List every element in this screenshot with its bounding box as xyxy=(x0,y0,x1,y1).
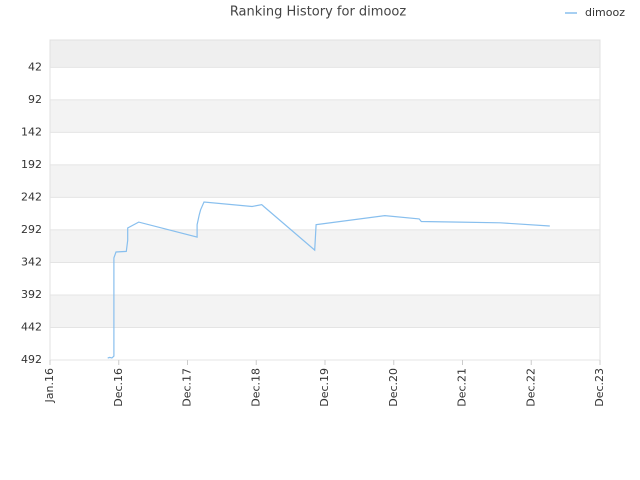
plot-band xyxy=(50,132,600,165)
plot-band xyxy=(50,294,600,328)
chart-title: Ranking History for dimooz xyxy=(230,5,407,20)
plot-band xyxy=(50,67,600,100)
plot-band xyxy=(50,229,600,263)
x-tick-label: Jan.16 xyxy=(43,368,56,403)
x-tick-label: Dec.22 xyxy=(524,368,537,407)
y-tick-label: 192 xyxy=(21,158,42,171)
x-tick-label: Dec.23 xyxy=(593,368,606,407)
plot-band xyxy=(50,99,600,133)
series-line xyxy=(107,201,550,359)
y-tick-label: 142 xyxy=(21,125,42,138)
plot-band xyxy=(50,327,600,360)
y-tick-label: 292 xyxy=(21,223,42,236)
y-tick-label: 442 xyxy=(21,320,42,333)
x-tick-label: Dec.17 xyxy=(181,368,194,407)
x-tick-label: Dec.21 xyxy=(456,368,469,407)
y-tick-label: 342 xyxy=(21,255,42,268)
x-tick-label: Dec.20 xyxy=(387,368,400,407)
plot-band xyxy=(50,262,600,295)
y-tick-label: 242 xyxy=(21,190,42,203)
plot-band xyxy=(50,164,600,198)
y-tick-label: 492 xyxy=(21,353,42,366)
y-tick-label: 92 xyxy=(28,93,42,106)
x-tick-label: Dec.16 xyxy=(112,368,125,407)
y-tick-label: 42 xyxy=(28,60,42,73)
x-tick-label: Dec.19 xyxy=(318,368,331,407)
y-tick-label: 392 xyxy=(21,288,42,301)
x-tick-label: Dec.18 xyxy=(249,368,262,407)
legend-label: dimooz xyxy=(585,6,625,19)
plot-band xyxy=(50,197,600,230)
plot-band xyxy=(50,40,600,68)
